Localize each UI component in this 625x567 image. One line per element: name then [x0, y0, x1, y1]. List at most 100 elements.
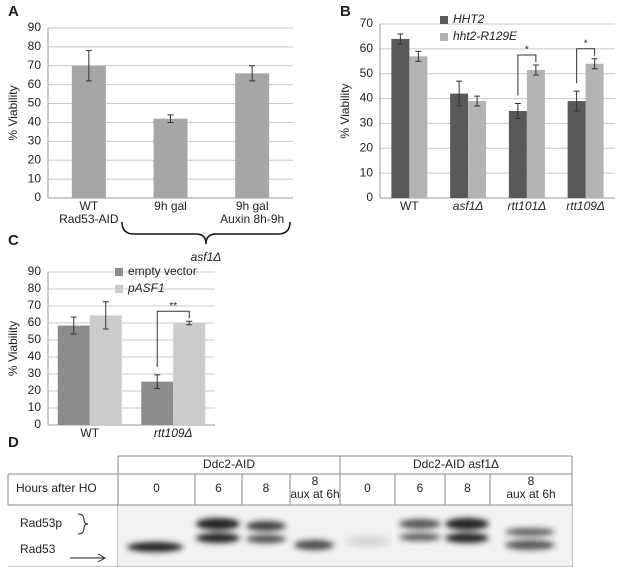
- x-tick-label: WT: [80, 199, 99, 213]
- y-tick-label: 90: [28, 264, 42, 278]
- y-tick-label: 50: [28, 96, 42, 110]
- y-tick-label: 60: [360, 41, 374, 55]
- bar: [153, 118, 188, 198]
- lane-label: 0: [364, 481, 371, 495]
- bar: [567, 101, 586, 198]
- legend-label: empty vector: [128, 264, 197, 278]
- y-tick-label: 10: [28, 171, 42, 185]
- band-label: Rad53p: [20, 516, 62, 530]
- lane-label: 6: [215, 481, 222, 495]
- y-tick-label: 30: [28, 366, 42, 380]
- y-tick-label: 20: [28, 383, 42, 397]
- x-tick-label: rtt101Δ: [508, 199, 547, 213]
- error-bar: [70, 316, 77, 335]
- blot-bands: [127, 518, 555, 552]
- legend-swatch: [115, 285, 123, 293]
- error-bar: [573, 90, 580, 112]
- significance-bracket: [156, 310, 190, 367]
- y-tick-label: 80: [28, 281, 42, 295]
- error-bar: [591, 58, 598, 70]
- bar: [71, 65, 106, 199]
- bar: [391, 38, 410, 198]
- x-tick-label: WT: [80, 426, 99, 440]
- bar: [508, 111, 527, 198]
- band-bracket: [77, 513, 89, 535]
- y-tick-label: 10: [28, 400, 42, 414]
- x-tick-label: rtt109Δ: [566, 199, 605, 213]
- bar: [173, 323, 206, 425]
- x-tick-label: 9h gal: [236, 199, 269, 213]
- lane-label: 0: [153, 481, 160, 495]
- legend-swatch: [440, 16, 448, 24]
- panel-label: B: [340, 3, 351, 20]
- error-bar: [154, 374, 161, 389]
- panel-label: C: [8, 232, 19, 249]
- y-tick-label: 90: [28, 20, 42, 34]
- y-tick-label: 70: [360, 16, 374, 30]
- bar: [409, 56, 428, 198]
- y-tick-label: 50: [28, 332, 42, 346]
- lane-label: aux at 6h: [290, 487, 339, 501]
- error-bar: [415, 50, 422, 62]
- bar: [585, 63, 604, 199]
- panel-label: D: [8, 434, 19, 451]
- legend-label: pASF1: [127, 281, 165, 295]
- legend-label: hht2-R129E: [453, 29, 518, 43]
- lane-label: 8: [464, 481, 471, 495]
- y-axis-label: % Viability: [338, 83, 352, 138]
- error-bar: [456, 80, 463, 107]
- annotation: asf1Δ: [191, 250, 222, 264]
- annotation: *: [584, 38, 588, 49]
- bracket: [121, 221, 291, 245]
- legend-label: HHT2: [453, 12, 485, 26]
- bar: [89, 315, 122, 425]
- legend-swatch: [115, 268, 123, 276]
- error-bar: [474, 95, 481, 107]
- error-bar: [397, 33, 404, 45]
- lane-label: 8: [528, 474, 535, 488]
- y-tick-label: 80: [28, 39, 42, 53]
- y-tick-label: 20: [360, 140, 374, 154]
- group-label: Ddc2-AID asf1Δ: [413, 457, 499, 471]
- y-tick-label: 70: [28, 298, 42, 312]
- significance-bracket: [517, 54, 537, 96]
- lane-label: 8: [312, 474, 319, 488]
- legend-swatch: [440, 33, 448, 41]
- bar: [57, 325, 90, 425]
- y-tick-label: 60: [28, 77, 42, 91]
- significance-bracket: [576, 48, 596, 84]
- y-tick-label: 30: [28, 134, 42, 148]
- x-tick-label: Auxin 8h-9h: [220, 212, 284, 226]
- x-tick-label: 9h gal: [154, 199, 187, 213]
- x-tick-label: rtt109Δ: [154, 426, 193, 440]
- y-tick-label: 40: [28, 349, 42, 363]
- y-tick-label: 30: [360, 116, 374, 130]
- error-bar: [532, 64, 539, 76]
- y-tick-label: 50: [360, 66, 374, 80]
- band-label: Rad53: [20, 542, 56, 556]
- bar: [468, 101, 487, 198]
- group-label: Ddc2-AID: [203, 457, 255, 471]
- x-tick-label: WT: [400, 199, 419, 213]
- error-bar: [186, 320, 193, 326]
- band-arrow: [70, 553, 107, 563]
- x-tick-label: asf1Δ: [453, 199, 484, 213]
- lane-label: 8: [263, 481, 270, 495]
- error-bar: [102, 301, 109, 330]
- y-tick-label: 10: [360, 165, 374, 179]
- error-bar: [249, 65, 256, 82]
- y-tick-label: 20: [28, 152, 42, 166]
- error-bar: [85, 50, 92, 82]
- bar: [235, 73, 270, 198]
- bar: [450, 93, 469, 198]
- panel-label: A: [8, 3, 19, 20]
- error-bar: [514, 103, 521, 119]
- lane-label: 6: [417, 481, 424, 495]
- y-tick-label: 60: [28, 315, 42, 329]
- bar: [526, 69, 545, 198]
- row-label: Hours after HO: [16, 481, 97, 495]
- y-tick-label: 0: [34, 190, 41, 204]
- y-axis-label: % Viability: [6, 321, 20, 376]
- lane-label: aux at 6h: [506, 487, 555, 501]
